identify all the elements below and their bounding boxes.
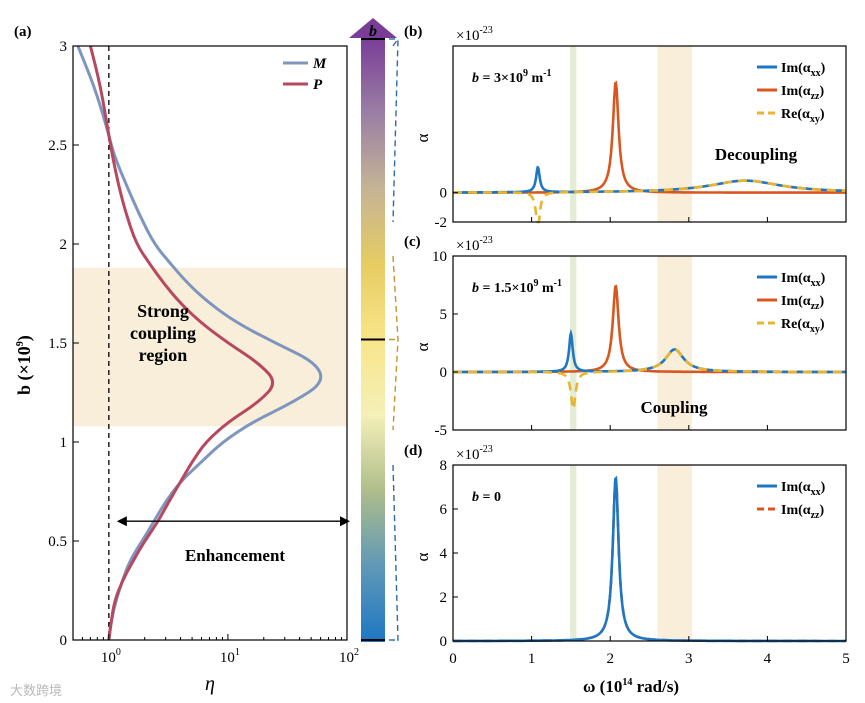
- curve-re_xy: [453, 179, 846, 224]
- b-annotation: b = 0: [472, 490, 501, 505]
- ytick-label: 2: [60, 237, 68, 253]
- ytick-label: 8: [440, 458, 448, 474]
- band-green: [570, 465, 577, 641]
- status-text: Decoupling: [715, 145, 798, 164]
- ytick-label: 0: [440, 186, 448, 202]
- ytick-label: 2.5: [48, 138, 67, 154]
- ytick-label: 2: [440, 590, 448, 606]
- panel-a: 0 0.5 1 1.5 2 2.5 3 100 101 102 (a) b (×109) η MP Stro…: [14, 24, 359, 695]
- ytick-label: -5: [435, 423, 448, 439]
- band-green: [570, 46, 577, 222]
- curve-re_xy: [453, 348, 846, 411]
- panel-scale: ×10-23: [456, 235, 493, 254]
- xtick-label: 100: [101, 647, 121, 666]
- strong-coupling-text: region: [139, 345, 188, 365]
- ytick-label: 5: [440, 307, 448, 323]
- curve-im_zz: [453, 80, 846, 194]
- band-orange: [657, 46, 692, 222]
- legend-label-re_xy: Re(αxy): [781, 317, 825, 335]
- curve-im_xx: [453, 328, 846, 374]
- shared-xtick-label: 3: [685, 651, 693, 667]
- shared-xlabel: ω (1014 rad/s): [583, 677, 679, 696]
- panel-a-label: (a): [14, 24, 32, 40]
- zoom-connector: [392, 464, 399, 642]
- panel-a-xlabel: η: [205, 673, 215, 695]
- panel-label: (b): [404, 24, 422, 40]
- ytick-label: 3: [60, 39, 68, 55]
- colorbar-label: b: [369, 23, 377, 40]
- legend-label-im_zz: Im(αzz): [781, 503, 824, 521]
- panel-ylabel: α: [413, 552, 432, 561]
- panel-scale: ×10-23: [456, 25, 493, 44]
- shared-xtick-label: 0: [449, 651, 457, 667]
- panel-frame: [452, 255, 847, 431]
- ytick-label: 0: [440, 634, 448, 650]
- ytick-label: 0: [60, 633, 68, 649]
- legend-label-im_xx: Im(αxx): [781, 61, 826, 79]
- legend-label-re_xy: Re(αxy): [781, 107, 825, 125]
- xtick-label: 102: [339, 647, 359, 666]
- band-orange: [657, 465, 692, 641]
- watermark-text: 大数跨境: [10, 684, 62, 699]
- arrow-head-right: [340, 516, 350, 527]
- strong-coupling-text: coupling: [130, 323, 196, 343]
- curve-im_xx: [453, 165, 846, 194]
- arrow-head-left: [116, 516, 127, 527]
- shared-xtick-label: 2: [606, 651, 614, 667]
- panel-label: (c): [404, 234, 421, 250]
- ytick-label: 0: [440, 365, 448, 381]
- panel-b: -2 0 (b) ×10-23 α b = 3×109 m-1 Decoupling Im(α…: [389, 24, 847, 231]
- ytick-label: 1: [60, 435, 68, 451]
- ytick-label: 10: [432, 249, 447, 265]
- legend-label-P: P: [313, 77, 323, 93]
- enhancement-text: Enhancement: [185, 546, 285, 565]
- shared-xtick-label: 1: [528, 651, 536, 667]
- panel-label: (d): [404, 443, 422, 459]
- panel-scale: ×10-23: [456, 444, 493, 463]
- shared-xtick-label: 5: [842, 651, 850, 667]
- band-orange: [657, 256, 692, 430]
- legend-label-M: M: [312, 56, 327, 72]
- shared-xtick-label: 4: [764, 651, 772, 667]
- legend-label-im_xx: Im(αxx): [781, 271, 826, 289]
- zoom-connector: [392, 36, 399, 223]
- ytick-label: 0.5: [48, 534, 67, 550]
- xtick-label: 101: [220, 647, 240, 666]
- panel-a-ylabel: b (×109): [14, 335, 35, 395]
- ytick-label: -2: [435, 215, 448, 231]
- legend-label-im_xx: Im(αxx): [781, 480, 826, 498]
- colorbar: b: [349, 18, 397, 642]
- ytick-label: 4: [440, 546, 448, 562]
- curve-P: [88, 45, 275, 641]
- b-annotation: b = 1.5×109 m-1: [472, 278, 562, 296]
- strong-coupling-band: [73, 267, 347, 427]
- status-text: Coupling: [640, 398, 708, 417]
- panel-frame: [452, 45, 847, 223]
- b-annotation: b = 3×109 m-1: [472, 68, 551, 86]
- ytick-label: 6: [440, 502, 448, 518]
- curve-M: [76, 45, 323, 641]
- strong-coupling-text: Strong: [137, 301, 189, 321]
- panel-d: 0 2 4 6 8 (d) ×10-23 α b = 0 Im(αxx) Im(αzz): [389, 443, 847, 650]
- legend-label-im_zz: Im(αzz): [781, 84, 824, 102]
- panel-c: -5 0 5 10 (c) ×10-23 α b = 1.5×109 m-1 Coupling I…: [389, 234, 847, 439]
- zoom-connector: [392, 255, 399, 431]
- ytick-label: 1.5: [48, 336, 67, 352]
- colorbar-arrow: [349, 18, 397, 38]
- legend-label-im_zz: Im(αzz): [781, 294, 824, 312]
- panel-ylabel: α: [413, 133, 432, 142]
- panel-ylabel: α: [413, 342, 432, 351]
